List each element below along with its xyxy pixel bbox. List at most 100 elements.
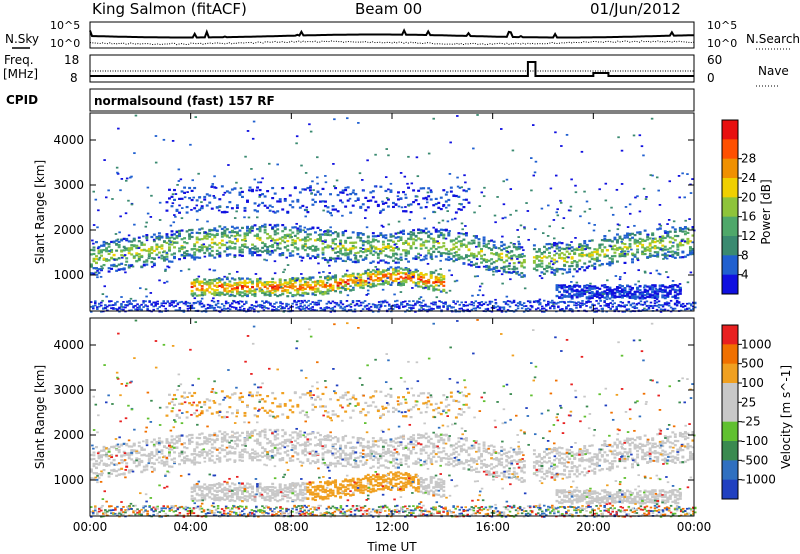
velocity-cell [130,445,134,448]
power-cell [346,253,350,256]
power-cell [439,280,443,283]
power-speckle [540,207,544,210]
power-cell [162,256,166,259]
power-near-cell [466,304,470,307]
power-speckle [352,286,355,289]
power-speckle [521,276,524,278]
power-cell [165,241,169,244]
power-near-cell [120,308,123,311]
power-cell [371,253,375,256]
power-near-cell [154,304,157,307]
velocity-cell [198,433,202,436]
power-speckle [395,253,399,256]
power-near-cell [450,306,453,309]
velocity-cell [157,450,161,453]
power-speckle [585,200,589,203]
power-speckle [672,220,676,223]
power-speckle [538,275,542,277]
power-near-cell [442,302,445,305]
power-cell [683,255,687,258]
power-cell [97,252,101,255]
power-speckle [517,261,521,264]
power-near-cell [406,309,409,312]
velocity-cell [185,447,189,450]
power-cell [364,240,368,243]
velocity-cell [188,442,192,445]
power-speckle [377,310,380,313]
power-cell [324,283,327,286]
velocity-cell [178,455,181,458]
power-near-cell [275,301,278,304]
power-near-cell [162,302,165,305]
power-near-cell [365,308,369,310]
power-cell [663,289,667,293]
power-cell [225,205,229,209]
power-cell [618,247,622,250]
power-cell [673,252,677,255]
power-near-cell [210,299,214,302]
power-cell [407,268,411,271]
power-cell [563,289,567,292]
power-cell [92,257,96,260]
power-speckle [568,309,571,312]
power-near-cell [516,305,520,307]
power-cell [691,249,695,252]
power-cell [419,206,423,209]
power-cell [137,253,141,256]
power-near-cell [462,303,465,306]
power-near-cell [504,301,508,304]
power-cell [608,286,612,289]
power-cell [656,228,660,231]
power-cell [276,210,280,213]
power-near-cell [383,305,387,307]
power-speckle [178,204,181,207]
power-speckle [460,186,464,189]
power-speckle [643,270,647,273]
power-cell [384,236,388,240]
power-near-cell [152,308,155,311]
power-cell [198,283,202,286]
power-near-cell [238,306,242,309]
power-cell [225,254,229,257]
power-cell [439,252,443,255]
power-speckle [456,115,459,117]
power-cell [341,259,345,262]
power-cell [281,289,285,293]
power-cell [691,251,695,255]
power-speckle [326,261,330,264]
power-speckle [387,223,391,226]
power-near-cell [190,306,194,308]
power-cell [266,281,270,284]
power-speckle [226,276,229,279]
power-cell [246,226,249,230]
power-cell [621,242,624,245]
power-near-cell [476,306,480,309]
power-near-cell [458,303,461,306]
power-near-cell [170,304,174,306]
velocity-cell [145,465,149,468]
power-near-cell [408,306,411,309]
power-cell [173,255,176,259]
power-cell [457,235,461,238]
power-speckle [271,227,274,230]
power-near-cell [591,309,594,312]
power-cell [457,253,461,257]
power-cell [283,227,287,231]
power-cell [407,270,411,273]
power-near-cell [355,300,359,302]
power-cell [90,263,93,266]
power-cell [293,294,297,297]
power-near-cell [194,301,198,304]
power-cell [183,256,187,260]
power-speckle [328,264,331,267]
power-colorbar-swatch [722,255,738,276]
power-near-cell [210,304,214,307]
power-cell [560,268,564,271]
power-cell [553,261,556,264]
power-cell [588,255,592,258]
velocity-cell [130,451,134,454]
power-near-cell [406,302,409,305]
power-cell [653,244,657,248]
power-near-cell [585,305,588,307]
power-near-cell [116,308,119,311]
